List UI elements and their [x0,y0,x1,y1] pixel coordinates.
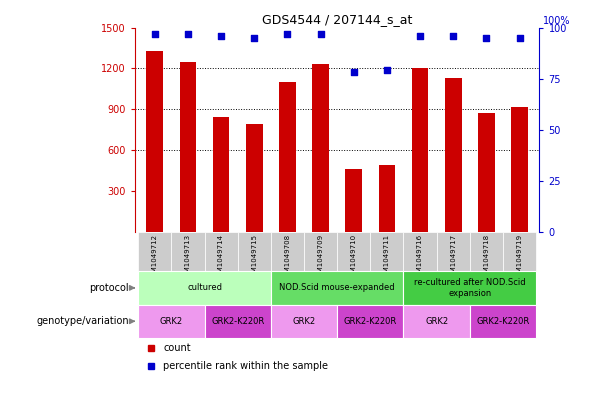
Point [349,69,359,75]
Text: GRK2: GRK2 [425,317,448,326]
Bar [403,305,470,338]
Bar [370,232,403,271]
Bar [246,124,262,232]
Point [481,35,491,41]
Text: GSM1049708: GSM1049708 [284,234,291,281]
Text: GRK2-K220R: GRK2-K220R [211,317,264,326]
Point [316,31,326,37]
Text: 100%: 100% [543,16,570,26]
Bar [379,165,395,232]
Bar [403,271,536,305]
Text: GSM1049709: GSM1049709 [318,234,324,281]
Point [249,35,259,41]
Bar [337,232,370,271]
Text: GSM1049715: GSM1049715 [251,234,257,281]
Bar [470,305,536,338]
Text: GSM1049719: GSM1049719 [517,234,522,281]
Bar [470,232,503,271]
Text: GRK2-K220R: GRK2-K220R [476,317,530,326]
Bar [147,51,163,232]
Bar [279,82,295,232]
Point [216,33,226,39]
Bar [138,271,271,305]
Text: GSM1049710: GSM1049710 [351,234,357,281]
Point [448,33,458,39]
Bar [337,305,403,338]
Text: protocol: protocol [89,283,129,293]
Text: cultured: cultured [187,283,222,292]
Bar [271,305,337,338]
Point [183,31,193,37]
Text: GSM1049717: GSM1049717 [450,234,456,281]
Bar [312,64,329,232]
Text: GSM1049712: GSM1049712 [152,234,158,281]
Text: GSM1049716: GSM1049716 [417,234,423,281]
Bar [436,232,470,271]
Bar [478,113,495,232]
Bar [205,305,271,338]
Bar [511,107,528,232]
Bar [238,232,271,271]
Bar [445,78,462,232]
Text: GSM1049713: GSM1049713 [185,234,191,281]
Bar [213,118,229,232]
Text: GRK2-K220R: GRK2-K220R [344,317,397,326]
Text: GRK2: GRK2 [292,317,316,326]
Bar [403,232,436,271]
Text: genotype/variation: genotype/variation [36,316,129,326]
Text: percentile rank within the sample: percentile rank within the sample [163,360,328,371]
Text: GSM1049718: GSM1049718 [484,234,489,281]
Point [515,35,525,41]
Point [382,67,392,73]
Point [415,33,425,39]
Bar [412,68,428,232]
Text: GSM1049714: GSM1049714 [218,234,224,281]
Bar [205,232,238,271]
Bar [138,232,172,271]
Bar [271,271,403,305]
Bar [138,305,205,338]
Point [283,31,292,37]
Text: GRK2: GRK2 [160,317,183,326]
Text: NOD.Scid mouse-expanded: NOD.Scid mouse-expanded [280,283,395,292]
Bar [271,232,304,271]
Bar [172,232,205,271]
Text: count: count [163,343,191,353]
Bar [304,232,337,271]
Bar [346,169,362,232]
Title: GDS4544 / 207144_s_at: GDS4544 / 207144_s_at [262,13,413,26]
Point [150,31,159,37]
Text: GSM1049711: GSM1049711 [384,234,390,281]
Bar [503,232,536,271]
Bar [180,62,196,232]
Text: re-cultured after NOD.Scid
expansion: re-cultured after NOD.Scid expansion [414,278,525,298]
